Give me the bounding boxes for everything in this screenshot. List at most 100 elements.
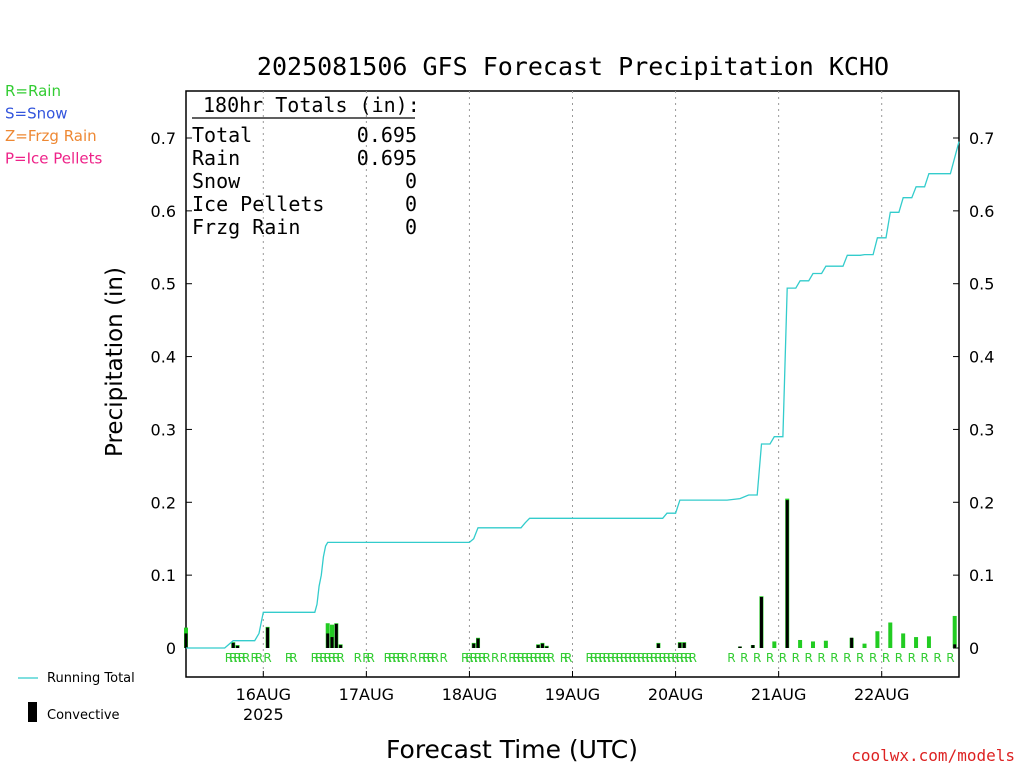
rain-marker: R	[620, 651, 628, 665]
convective-precip-bar	[785, 500, 789, 648]
grid-lines	[262, 91, 883, 677]
x-axis-label: Forecast Time (UTC)	[386, 735, 638, 764]
total-precip-bar	[875, 631, 880, 648]
running-total-legend-label: Running Total	[47, 671, 135, 686]
convective-precip-bar	[231, 642, 235, 648]
rain-marker: R	[315, 651, 323, 665]
rain-marker: R	[289, 651, 297, 665]
convective-precip-bar	[339, 645, 343, 648]
convective-precip-bar	[738, 646, 742, 648]
chart-title: 2025081506 GFS Forecast Precipitation KC…	[257, 52, 889, 81]
rain-marker: R	[530, 651, 538, 665]
y-tick-label: 0.6	[151, 202, 176, 221]
type-legend-item: Z=Frzg Rain	[5, 127, 97, 145]
rain-marker: R	[650, 651, 658, 665]
rain-marker: R	[611, 651, 619, 665]
rain-marker: R	[461, 651, 469, 665]
rain-marker: R	[616, 651, 624, 665]
rain-marker: R	[641, 651, 649, 665]
rain-marker: R	[895, 651, 903, 665]
rain-marker: R	[525, 651, 533, 665]
rain-marker: R	[263, 651, 271, 665]
y-tick-label: 0.4	[151, 348, 176, 367]
rain-marker: R	[805, 651, 813, 665]
convective-precip-bar	[330, 637, 334, 648]
totals-box: 180hr Totals (in): Total 0.695 Rain 0.695 Sn…	[192, 93, 420, 239]
rain-marker: R	[470, 651, 478, 665]
rain-marker: R	[646, 651, 654, 665]
x-tick-label: 17AUG	[339, 685, 394, 704]
rain-marker: R	[538, 651, 546, 665]
y-tick-label: 0.3	[151, 420, 176, 439]
total-precip-bar	[772, 641, 777, 648]
rain-marker: R	[409, 651, 417, 665]
convective-precip-bar	[850, 637, 854, 648]
x-tick-label: 22AUG	[854, 685, 909, 704]
rain-marker: R	[671, 651, 679, 665]
rain-marker: R	[474, 651, 482, 665]
rain-marker: R	[843, 651, 851, 665]
convective-precip-bar	[751, 645, 755, 648]
rain-marker: R	[401, 651, 409, 665]
rain-marker: R	[586, 651, 594, 665]
y-tick-label-right: 0.5	[969, 275, 994, 294]
totals-row-name: Total	[192, 123, 252, 147]
totals-header: 180hr Totals (in):	[203, 93, 420, 117]
convective-precip-bar	[536, 645, 540, 648]
x-tick-sublabel: 2025	[243, 705, 284, 724]
y-tick-label-right: 0.7	[969, 129, 994, 148]
rain-marker: R	[594, 651, 602, 665]
rain-marker: R	[663, 651, 671, 665]
y-tick-label: 0	[166, 639, 176, 658]
rain-marker: R	[513, 651, 521, 665]
rain-marker: R	[590, 651, 598, 665]
rain-marker: R	[508, 651, 516, 665]
rain-marker: R	[392, 651, 400, 665]
totals-row-name: Snow	[192, 169, 241, 193]
type-legend-item: R=Rain	[5, 82, 61, 100]
convective-precip-bar	[540, 643, 544, 648]
rain-marker: R	[564, 651, 572, 665]
rain-marker: R	[946, 651, 954, 665]
rain-marker: R	[311, 651, 319, 665]
convective-precip-bar	[326, 633, 330, 648]
total-precip-bar	[330, 624, 335, 648]
rain-marker: R	[418, 651, 426, 665]
rain-marker: R	[598, 651, 606, 665]
rain-marker: R	[439, 651, 447, 665]
rain-marker: R	[500, 651, 508, 665]
bottom-legend: Running Total Convective	[18, 671, 135, 723]
rain-marker: R	[285, 651, 293, 665]
rain-marker: R	[465, 651, 473, 665]
rain-marker: R	[319, 651, 327, 665]
rain-marker: R	[676, 651, 684, 665]
rain-marker: R	[624, 651, 632, 665]
convective-precip-bar	[236, 645, 240, 648]
y-ticks-left: 0 0.1 0.2 0.3 0.4 0.5 0.6 0.7	[151, 129, 192, 658]
rain-marker: R	[328, 651, 336, 665]
rain-marker: R	[659, 651, 667, 665]
total-precip-bar	[952, 615, 957, 648]
y-tick-label: 0.7	[151, 129, 176, 148]
totals-row-value: 0	[405, 169, 417, 193]
totals-rows: Total 0.695 Rain 0.695 Snow 0 Ice Pellets 0 Frzg…	[192, 123, 417, 239]
convective-precip-bar	[184, 633, 188, 648]
convective-precip-bar	[472, 643, 476, 648]
rain-marker: R	[332, 651, 340, 665]
rain-marker: R	[397, 651, 405, 665]
precip-bars	[184, 498, 957, 648]
total-precip-bar	[901, 633, 906, 648]
rain-marker: R	[779, 651, 787, 665]
convective-precip-bar	[334, 623, 338, 648]
totals-row-name: Ice Pellets	[192, 192, 324, 216]
y-tick-label: 0.5	[151, 275, 176, 294]
rain-marker: R	[238, 651, 246, 665]
total-precip-bar	[810, 641, 815, 648]
rain-marker: R	[366, 651, 374, 665]
total-precip-bar	[888, 622, 893, 648]
rain-marker: R	[324, 651, 332, 665]
rain-marker: R	[680, 651, 688, 665]
y-tick-label-right: 0.4	[969, 348, 994, 367]
